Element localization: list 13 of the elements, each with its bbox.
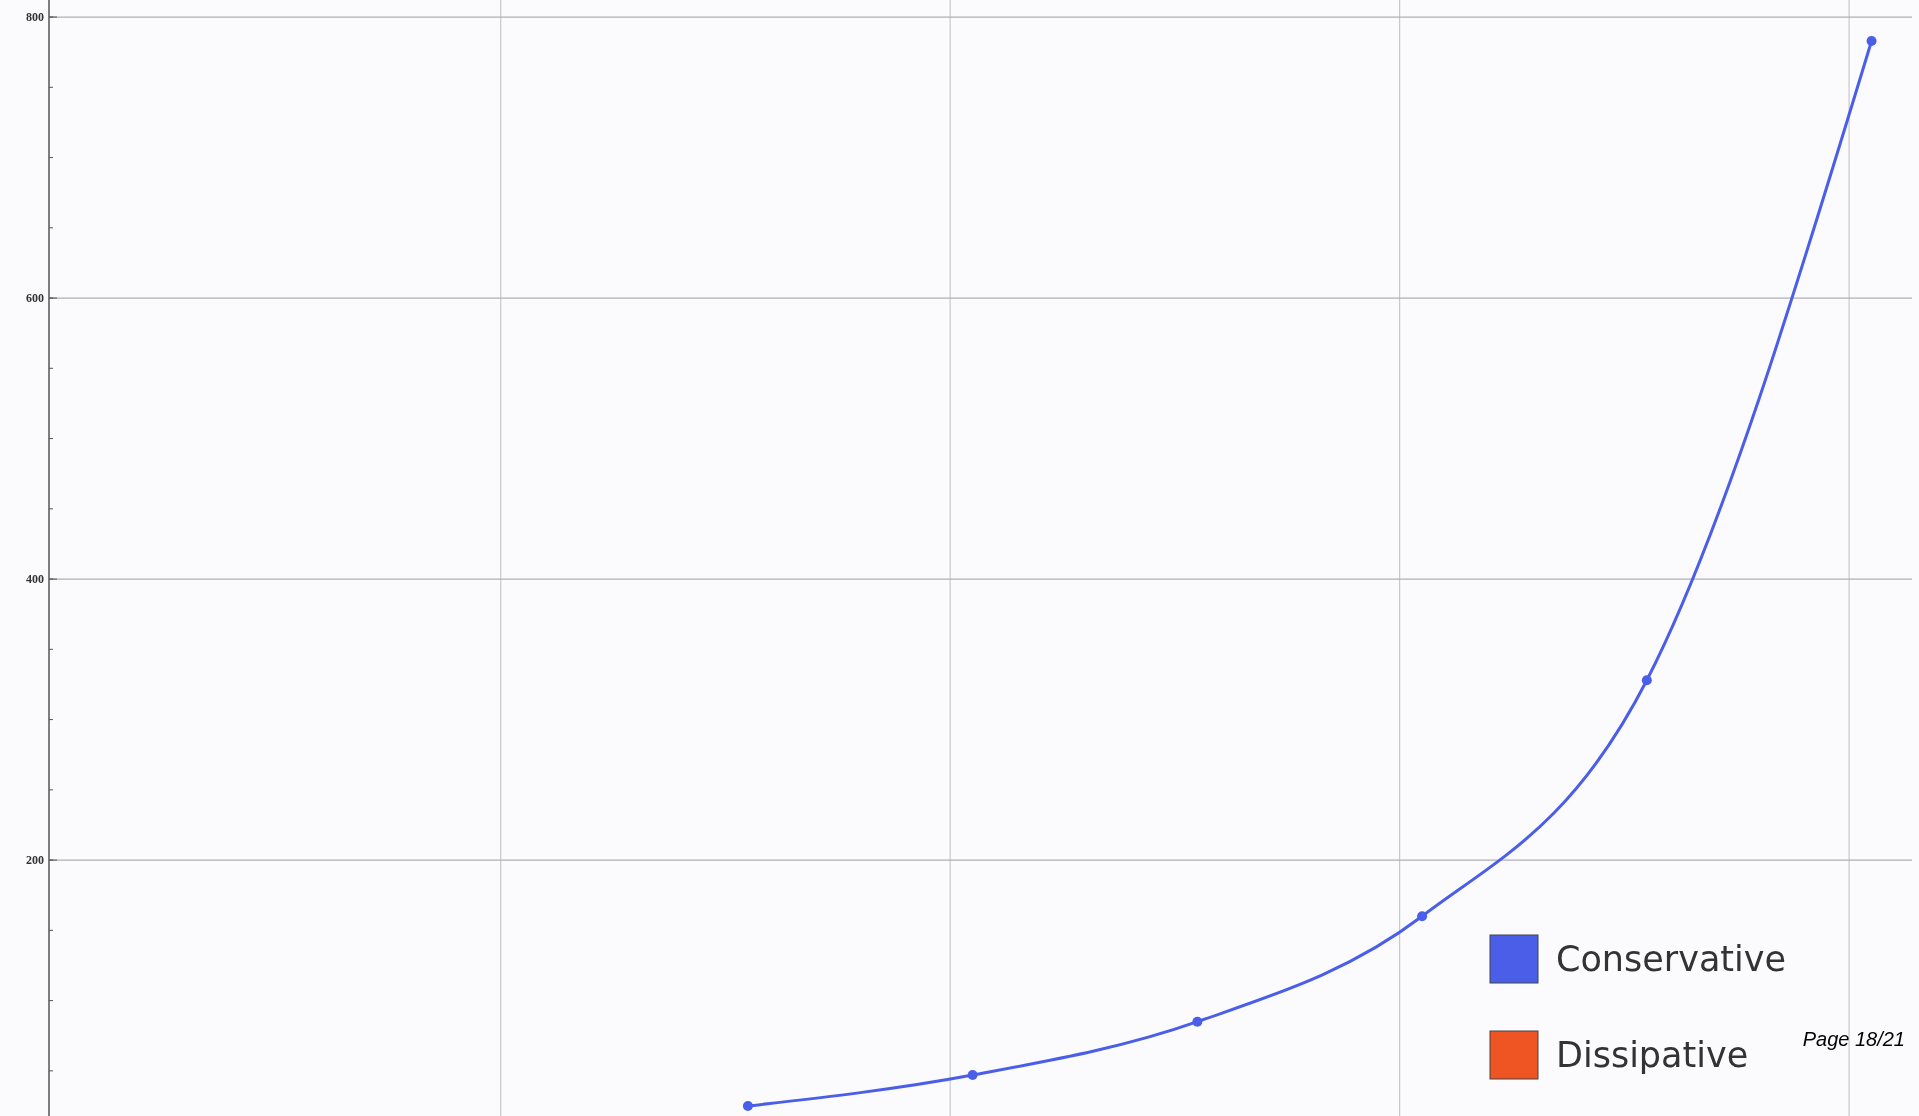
point xyxy=(1641,675,1652,686)
point xyxy=(742,1100,753,1111)
point xyxy=(1866,35,1877,46)
point xyxy=(1192,1016,1203,1027)
y-tick-label: 400 xyxy=(26,572,44,587)
y-tick-label: 600 xyxy=(26,291,44,306)
legend-label: Dissipative xyxy=(1556,1035,1749,1076)
annotation: Page 18/21 xyxy=(1802,1028,1905,1050)
legend-label: Conservative xyxy=(1556,939,1787,980)
y-tick-label: 800 xyxy=(26,10,44,25)
point xyxy=(1417,911,1428,922)
y-tick-label: 200 xyxy=(26,853,44,868)
point xyxy=(967,1070,978,1081)
